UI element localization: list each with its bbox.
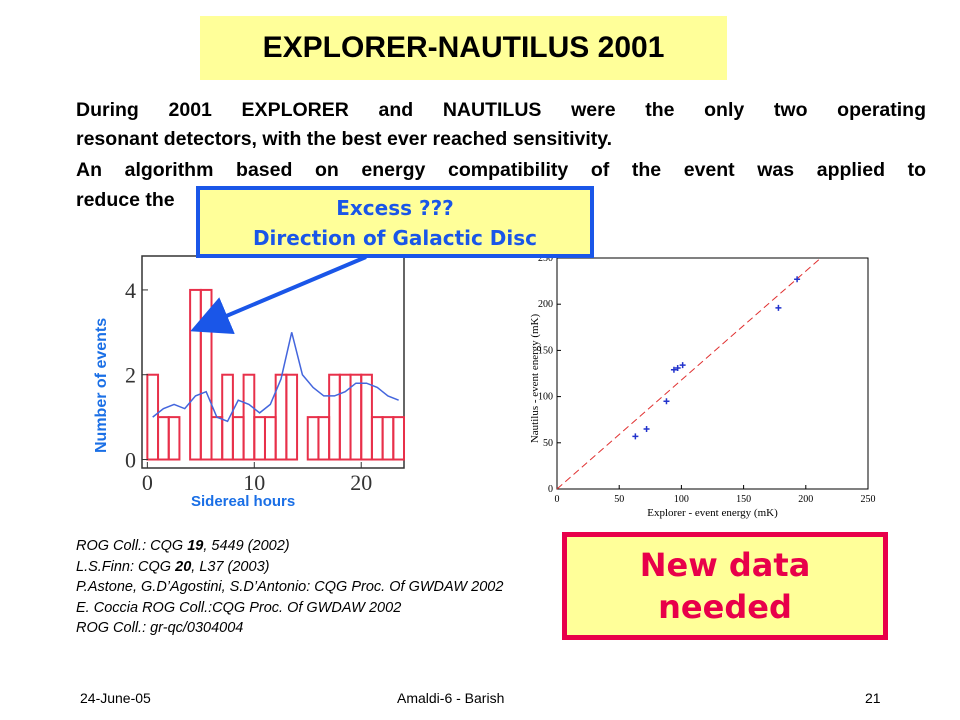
scatter-y-label: Nautilus - event energy (mK) [529, 314, 541, 444]
footer-date: 24-June-05 [80, 690, 151, 706]
scatter-y-tick-label: 200 [538, 299, 553, 310]
histogram-y-tick-label: 2 [125, 363, 136, 388]
histogram-y-tick-label: 0 [125, 448, 136, 473]
reference-item: E. Coccia ROG Coll.:CQG Proc. Of GWDAW 2… [76, 599, 402, 616]
slide-title: EXPLORER-NAUTILUS 2001 [262, 31, 665, 64]
callout-line-2: Direction of Galactic Disc [252, 226, 538, 250]
histogram-bar [199, 288, 213, 461]
new-data-line-2: needed [658, 588, 792, 626]
scatter-x-tick-label: 250 [861, 494, 876, 505]
expected-rate-curve [152, 332, 399, 423]
scatter-point [643, 425, 650, 432]
scatter-y-tick-label: 100 [538, 392, 553, 403]
scatter-x-tick-label: 150 [736, 494, 751, 505]
histogram-frame [120, 244, 424, 496]
reference-item: ROG Coll.: CQG 19, 5449 (2002) [76, 538, 290, 554]
footer-page-number: 21 [865, 690, 881, 706]
scatter-y-tick-label: 250 [538, 253, 553, 264]
references-list: ROG Coll.: CQG 19, 5449 (2002) L.S.Finn:… [76, 536, 503, 639]
new-data-needed-box: New data needed [562, 532, 888, 640]
scatter-x-tick-label: 50 [614, 494, 624, 505]
new-data-line-1: New data [639, 546, 811, 584]
scatter-point [632, 433, 639, 440]
scatter-point [670, 366, 677, 373]
scatter-x-tick-label: 100 [674, 494, 689, 505]
scatter-point [794, 276, 801, 283]
histogram-bar [392, 416, 405, 461]
scatter-point [674, 364, 681, 371]
paragraph-1-line-1: During 2001 EXPLORER and NAUTILUS were t… [76, 99, 926, 121]
scatter-y-tick-label: 150 [538, 345, 553, 356]
scatter-y-tick-label: 0 [548, 484, 553, 495]
histogram-bar [167, 416, 181, 461]
histogram-x-tick-label: 20 [350, 470, 372, 495]
footer-center: Amaldi-6 - Barish [397, 690, 505, 706]
histogram-bar [285, 373, 299, 461]
scatter-x-tick-label: 0 [555, 494, 560, 505]
reference-item: P.Astone, G.D’Agostini, S.D’Antonio: CQG… [76, 579, 504, 595]
scatter-point [775, 304, 782, 311]
paragraph-2-line-1: An algorithm based on energy compatibili… [76, 159, 926, 181]
callout-arrow [190, 255, 367, 335]
scatter-point [679, 362, 686, 369]
reference-item: ROG Coll.: gr-qc/0304004 [76, 620, 244, 636]
excess-callout: Excess ??? Direction of Galactic Disc [196, 186, 594, 258]
histogram-x-tick-label: 0 [142, 470, 153, 495]
fit-line [556, 257, 822, 490]
callout-line-1: Excess ??? [336, 196, 454, 220]
scatter-y-tick-label: 50 [543, 438, 553, 449]
histogram-x-label: Sidereal hours [191, 493, 296, 510]
histogram-x-tick-label: 10 [243, 470, 265, 495]
histogram-y-tick-label: 4 [125, 278, 136, 303]
scatter-x-label: Explorer - event energy (mK) [647, 507, 778, 519]
scatter-point [663, 398, 670, 405]
title-box: EXPLORER-NAUTILUS 2001 [200, 16, 727, 80]
reference-item: L.S.Finn: CQG 20, L37 (2003) [76, 558, 270, 575]
scatter-x-tick-label: 200 [798, 494, 813, 505]
paragraph-1-line-2: resonant detectors, with the best ever r… [76, 128, 613, 150]
paragraph-2-line-2: reduce the [76, 189, 175, 211]
scatter-axes-box [556, 257, 869, 490]
